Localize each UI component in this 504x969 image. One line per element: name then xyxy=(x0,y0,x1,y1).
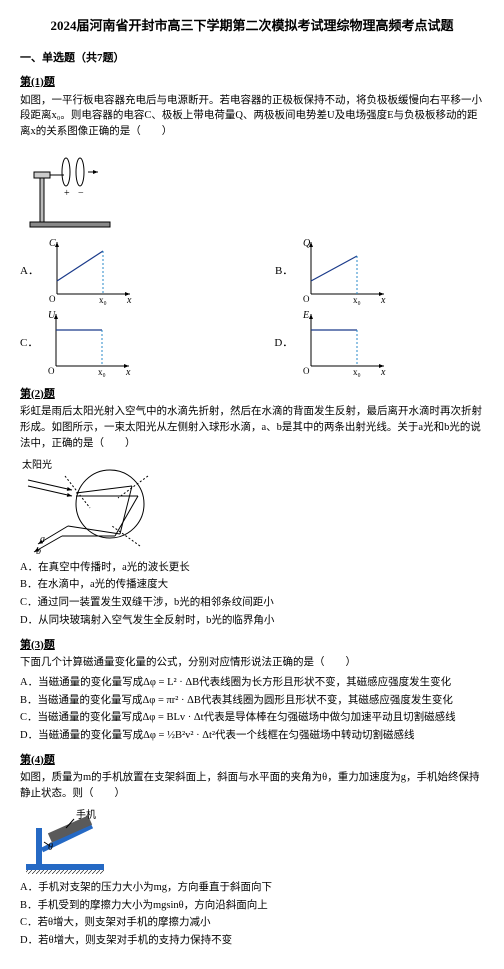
section-header: 一、单选题（共7题） xyxy=(20,50,484,67)
q1-optB-label: B． xyxy=(275,263,293,280)
svg-text:x₀: x₀ xyxy=(98,367,106,377)
svg-text:C: C xyxy=(49,238,56,249)
q2-options: A．在真空中传播时，a光的波长更长 B．在水滴中，a光的传播速度大 C．通过同一… xyxy=(20,560,484,629)
q2-optC: C．通过同一装置发生双缝干涉，b光的相邻条纹间距小 xyxy=(20,595,484,611)
q4-optB: B．手机受到的摩擦力大小为mgsinθ，方向沿斜面向上 xyxy=(20,898,484,914)
svg-text:x: x xyxy=(126,295,132,306)
q3-optD: D．当磁通量的变化量写成Δφ = ½B²v² · Δt²代表一个线框在匀强磁场中… xyxy=(20,728,484,744)
svg-text:O: O xyxy=(49,294,56,304)
q1-text: 如图，一平行板电容器充电后与电源断开。若电容器的正极板保持不动，将负极板缓慢向右… xyxy=(20,93,484,140)
page-title: 2024届河南省开封市高三下学期第二次模拟考试理综物理高频考点试题 xyxy=(20,16,484,36)
q2-optA: A．在真空中传播时，a光的波长更长 xyxy=(20,560,484,576)
svg-text:x: x xyxy=(380,295,386,306)
svg-text:+: + xyxy=(64,188,70,199)
q4-optC: C．若θ增大，则支架对手机的摩擦力减小 xyxy=(20,915,484,931)
q3-text: 下面几个计算磁通量变化量的公式，分别对应情形说法正确的是（ ） xyxy=(20,655,484,671)
q2-optD: D．从同块玻璃射入空气发生全反射时，b光的临界角小 xyxy=(20,613,484,629)
q4-number: 第(4)题 xyxy=(20,752,484,769)
q1-number: 第(1)题 xyxy=(20,74,484,91)
q1-optC-label: C． xyxy=(20,335,38,352)
svg-text:x₀: x₀ xyxy=(353,367,361,377)
q4-options: A．手机对支架的压力大小为mg，方向垂直于斜面向下 B．手机受到的摩擦力大小为m… xyxy=(20,880,484,949)
q4-optA: A．手机对支架的压力大小为mg，方向垂直于斜面向下 xyxy=(20,880,484,896)
svg-text:Q: Q xyxy=(303,238,311,249)
svg-text:O: O xyxy=(48,366,55,376)
svg-text:E: E xyxy=(302,310,309,321)
svg-text:O: O xyxy=(303,294,310,304)
q2-text: 彩虹是雨后太阳光射入空气中的水滴先折射，然后在水滴的背面发生反射，最后离开水滴时… xyxy=(20,404,484,451)
q1-optA-label: A． xyxy=(20,263,39,280)
svg-text:U: U xyxy=(48,310,56,321)
svg-text:太阳光: 太阳光 xyxy=(22,458,52,471)
svg-text:手机: 手机 xyxy=(76,808,96,821)
q1-apparatus-diagram: + − xyxy=(20,144,140,234)
svg-text:b: b xyxy=(36,546,41,556)
svg-text:a: a xyxy=(40,534,45,545)
q1-graphB: Q O x₀ x xyxy=(299,236,389,306)
q2-number: 第(2)题 xyxy=(20,386,484,403)
svg-text:O: O xyxy=(303,366,310,376)
q2-prism-diagram: 太阳光 a b xyxy=(20,456,190,556)
q1-optD-label: D． xyxy=(274,335,293,352)
svg-text:x: x xyxy=(125,367,131,378)
q1-graphC: U O x₀ x xyxy=(44,308,134,378)
q1-graphD: E O x₀ x xyxy=(299,308,389,378)
q4-stand-diagram: 手机 θ xyxy=(20,806,130,876)
svg-text:−: − xyxy=(78,188,84,199)
q3-optB: B．当磁通量的变化量写成Δφ = πr² · ΔB代表其线圈为圆形且形状不变，其… xyxy=(20,693,484,709)
q1-graphA: C O x₀ x xyxy=(45,236,135,306)
q4-text: 如图，质量为m的手机放置在支架斜面上，斜面与水平面的夹角为θ，重力加速度为g，手… xyxy=(20,770,484,802)
svg-text:θ: θ xyxy=(48,842,53,853)
svg-text:x: x xyxy=(380,367,386,378)
q3-options: A．当磁通量的变化量写成Δφ = L² · ΔB代表线圈为长方形且形状不变，其磁… xyxy=(20,675,484,744)
q3-optA: A．当磁通量的变化量写成Δφ = L² · ΔB代表线圈为长方形且形状不变，其磁… xyxy=(20,675,484,691)
q3-number: 第(3)题 xyxy=(20,637,484,654)
svg-text:x₀: x₀ xyxy=(99,295,107,305)
svg-text:x₀: x₀ xyxy=(353,295,361,305)
q4-optD: D．若θ增大，则支架对手机的支持力保持不变 xyxy=(20,933,484,949)
q2-optB: B．在水滴中，a光的传播速度大 xyxy=(20,577,484,593)
